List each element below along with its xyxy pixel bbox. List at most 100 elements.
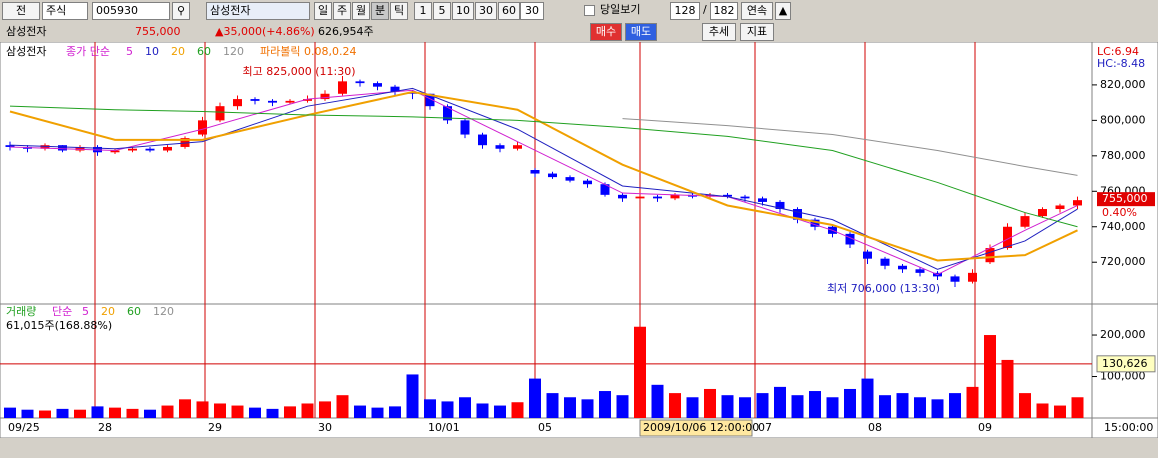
candle-body xyxy=(425,93,435,107)
ma-line xyxy=(622,118,1078,176)
quote-volume: 626,954주 xyxy=(318,25,374,38)
ma-line xyxy=(9,90,1078,262)
x-tick-label: 10/01 xyxy=(428,421,460,434)
low-note: 최저 706,000 (13:30) xyxy=(827,282,940,295)
volume-bar xyxy=(91,406,104,418)
candle-body xyxy=(758,198,767,202)
x-tick-label: 28 xyxy=(98,421,112,434)
y-tick-label: 740,000 xyxy=(1100,220,1146,233)
interval-button[interactable]: 5 xyxy=(433,2,451,20)
period-button[interactable]: 분 xyxy=(371,2,389,20)
volume-bar xyxy=(249,407,261,418)
candle-body xyxy=(548,173,557,178)
total: 182 xyxy=(710,2,738,20)
interval-button[interactable]: 1 xyxy=(414,2,432,20)
up-button[interactable]: ▲ xyxy=(775,2,791,20)
volume-bar xyxy=(301,403,314,418)
code-input[interactable]: 005930 xyxy=(92,2,170,20)
interval-button[interactable]: 10 xyxy=(452,2,474,20)
candle-body xyxy=(128,148,137,151)
volume-bar xyxy=(564,397,576,418)
legend-entry: 120 xyxy=(223,45,244,58)
interval-button[interactable]: 30 xyxy=(475,2,497,20)
checkbox[interactable] xyxy=(584,5,595,16)
volume-bar xyxy=(616,395,629,418)
volume-bar xyxy=(966,386,979,418)
chart-background xyxy=(0,42,1158,439)
candle-body xyxy=(215,106,225,121)
legend-entry: 60 xyxy=(197,45,211,58)
candle-body xyxy=(1055,205,1065,210)
volume-bar xyxy=(721,395,734,418)
candle-body xyxy=(390,86,400,92)
candle-body xyxy=(303,99,312,101)
period-button[interactable]: 틱 xyxy=(390,2,408,20)
quote-name: 삼성전자 xyxy=(6,25,47,38)
x-tick-label: 09/25 xyxy=(8,421,40,434)
volume-bar xyxy=(686,397,699,418)
candle-body xyxy=(163,146,172,151)
volume-bar xyxy=(231,405,244,418)
legend-entry: 5 xyxy=(82,305,89,318)
volume-bar xyxy=(424,399,436,418)
kind-select[interactable]: 주식 xyxy=(42,2,88,20)
volume-bar xyxy=(1001,359,1014,418)
interval-button[interactable]: 60 xyxy=(498,2,520,20)
candle-body xyxy=(250,99,260,101)
candle-body xyxy=(880,258,890,266)
volume-bar xyxy=(1071,397,1084,418)
candle-body xyxy=(618,194,627,199)
sell-button[interactable]: 매도 xyxy=(625,23,657,41)
volume-bar xyxy=(476,403,489,418)
indicator-button[interactable]: 지표 xyxy=(740,23,774,41)
y-tick-label: 780,000 xyxy=(1100,149,1146,162)
candle-body xyxy=(180,138,190,147)
candle-body xyxy=(740,196,750,199)
candle-body xyxy=(268,100,277,103)
search-button[interactable]: ⚲ xyxy=(172,2,190,20)
x-tick-label: 05 xyxy=(538,421,552,434)
period-button[interactable]: 주 xyxy=(333,2,351,20)
volume-ref-label: 130,626 xyxy=(1102,357,1148,370)
high-note: 최고 825,000 (11:30) xyxy=(243,65,356,78)
volume-bar xyxy=(389,406,401,418)
volume-bar xyxy=(74,409,86,418)
volume-bar xyxy=(196,401,209,418)
y-tick-label: 200,000 xyxy=(1100,328,1146,341)
legend-entry: 20 xyxy=(171,45,185,58)
cursor-label-bg xyxy=(639,419,753,437)
volume-bar xyxy=(56,408,69,418)
candle-body xyxy=(355,81,365,84)
volume-bar xyxy=(914,397,926,418)
volume-bar xyxy=(984,335,996,418)
period-button[interactable]: 월 xyxy=(352,2,370,20)
candle-body xyxy=(75,146,85,151)
trend-button[interactable]: 추세 xyxy=(702,23,736,41)
volume-bar xyxy=(511,402,524,418)
candle-body xyxy=(810,219,820,227)
y-tick-label: 100,000 xyxy=(1100,370,1146,383)
quote-change: ▲35,000(+4.86%) xyxy=(215,25,315,38)
candle-body xyxy=(950,276,960,282)
volume-bar xyxy=(441,401,454,418)
candle-body xyxy=(460,120,470,135)
interval-input[interactable]: 30 xyxy=(520,2,544,20)
candle-body xyxy=(863,251,872,259)
legend-entry: 60 xyxy=(127,305,141,318)
stock-name[interactable]: 삼성전자 xyxy=(206,2,310,20)
candle-body xyxy=(495,145,505,149)
page-input[interactable]: 128 xyxy=(670,2,700,20)
candle-body xyxy=(1073,200,1082,206)
volume-bar xyxy=(739,397,751,418)
scroll-bar[interactable] xyxy=(0,438,1158,458)
buy-button[interactable]: 매수 xyxy=(590,23,622,41)
period-button[interactable]: 일 xyxy=(314,2,332,20)
candle-body xyxy=(40,145,50,149)
market-button[interactable]: 전 xyxy=(2,2,40,20)
candle-body xyxy=(338,81,347,94)
x-tick-label: 08 xyxy=(868,421,882,434)
continuous-button[interactable]: 연속 xyxy=(741,2,773,20)
candle-body xyxy=(915,269,925,273)
candle-body xyxy=(670,194,680,199)
